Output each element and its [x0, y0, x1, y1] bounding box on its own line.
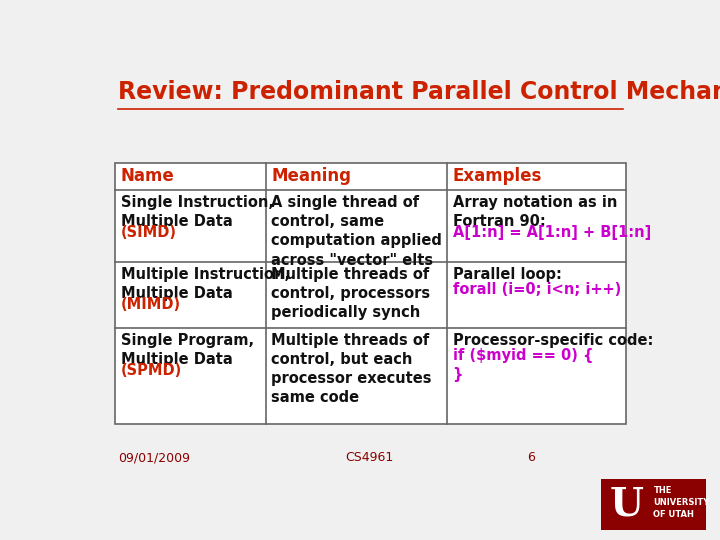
- Text: Review: Predominant Parallel Control Mechanisms: Review: Predominant Parallel Control Mec…: [118, 80, 720, 104]
- Text: forall (i=0; i<n; i++): forall (i=0; i<n; i++): [453, 282, 621, 297]
- Text: UNIVERSITY: UNIVERSITY: [654, 497, 710, 507]
- Text: Multiple threads of
control, processors
periodically synch: Multiple threads of control, processors …: [271, 267, 431, 320]
- Text: Multiple Instruction,
Multiple Data: Multiple Instruction, Multiple Data: [121, 267, 290, 301]
- Text: Meaning: Meaning: [271, 167, 351, 185]
- Text: (SIMD): (SIMD): [121, 225, 176, 240]
- Text: Name: Name: [121, 167, 174, 185]
- Bar: [115, 163, 626, 424]
- Text: Examples: Examples: [453, 167, 542, 185]
- Text: CS4961: CS4961: [345, 451, 393, 464]
- Text: (MIMD): (MIMD): [121, 298, 181, 312]
- Text: Parallel loop:: Parallel loop:: [453, 267, 562, 282]
- Text: A[1:n] = A[1:n] + B[1:n]: A[1:n] = A[1:n] + B[1:n]: [453, 225, 651, 240]
- Text: OF UTAH: OF UTAH: [654, 510, 694, 519]
- Text: if ($myid == 0) {
}: if ($myid == 0) { }: [453, 348, 593, 382]
- Text: Single Instruction,
Multiple Data: Single Instruction, Multiple Data: [121, 195, 274, 229]
- Text: U: U: [610, 485, 644, 524]
- Text: A single thread of
control, same
computation applied
across "vector" elts: A single thread of control, same computa…: [271, 195, 442, 268]
- Text: (SPMD): (SPMD): [121, 363, 182, 378]
- Text: Single Program,
Multiple Data: Single Program, Multiple Data: [121, 333, 254, 367]
- Text: Array notation as in
Fortran 90:: Array notation as in Fortran 90:: [453, 195, 617, 229]
- Text: 09/01/2009: 09/01/2009: [118, 451, 190, 464]
- Text: THE: THE: [654, 486, 672, 495]
- Text: 6: 6: [527, 451, 535, 464]
- Text: Multiple threads of
control, but each
processor executes
same code: Multiple threads of control, but each pr…: [271, 333, 432, 405]
- Text: Processor-specific code:: Processor-specific code:: [453, 333, 653, 348]
